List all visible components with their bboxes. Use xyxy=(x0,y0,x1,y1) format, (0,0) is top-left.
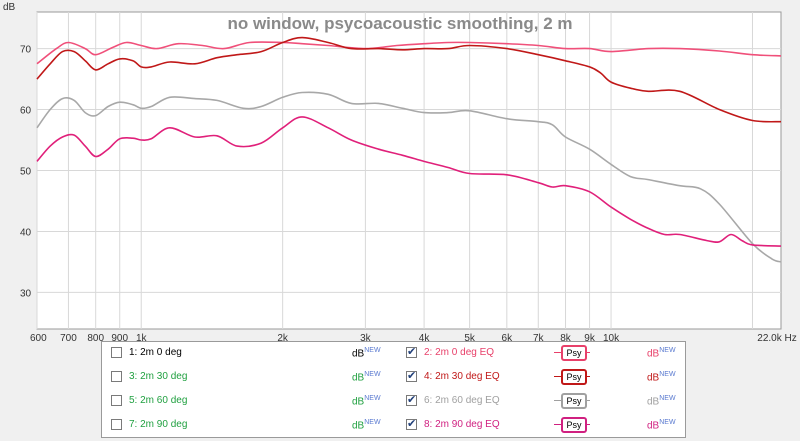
x-tick-label: 5k xyxy=(464,333,476,341)
frequency-response-chart: 600 700 800 900 1k 2k 3k 4k 5k 6k 7k 8k 9k 10k 22,0k H… xyxy=(3,2,797,341)
db-offset-button[interactable]: dBNEW xyxy=(647,395,676,408)
y-tick-label: 40 xyxy=(20,227,32,238)
legend-row: 7: 2m 90 deg dBNEW 8: 2m 90 deg EQ Psy dBNEW xyxy=(102,414,685,438)
y-tick-label: 30 xyxy=(20,288,32,299)
measurement-checkbox[interactable] xyxy=(111,371,122,382)
x-tick-label: 8k xyxy=(560,333,572,341)
x-tick-label: 600 xyxy=(30,333,47,341)
x-tick-label: 900 xyxy=(111,333,128,341)
measurement-checkbox[interactable] xyxy=(111,347,122,358)
db-offset-button[interactable]: dBNEW xyxy=(352,395,381,408)
x-tick-label: 700 xyxy=(60,333,77,341)
psy-smoothing-toggle[interactable]: Psy xyxy=(554,417,590,433)
db-offset-button[interactable]: dBNEW xyxy=(352,419,381,432)
x-tick-label: 1k xyxy=(136,333,148,341)
x-tick-label: 800 xyxy=(87,333,104,341)
measurement-label: 7: 2m 90 deg xyxy=(129,419,188,430)
legend-row: 5: 2m 60 deg dBNEW 6: 2m 60 deg EQ Psy dBNEW xyxy=(102,390,685,414)
series-line xyxy=(36,36,782,123)
measurement-checkbox[interactable] xyxy=(406,345,417,358)
measurement-label: 2: 2m 0 deg EQ xyxy=(424,347,495,358)
y-tick-label: 50 xyxy=(20,167,32,178)
x-tick-label: 2k xyxy=(277,333,289,341)
psy-smoothing-toggle[interactable]: Psy xyxy=(554,345,590,361)
measurement-label: 6: 2m 60 deg EQ xyxy=(424,395,500,406)
measurement-label: 8: 2m 90 deg EQ xyxy=(424,419,500,430)
measurement-checkbox[interactable] xyxy=(111,395,122,406)
axis-ticks: 600 700 800 900 1k 2k 3k 4k 5k 6k 7k 8k 9k 10k 22,0k H… xyxy=(20,45,797,341)
x-tick-label: 3k xyxy=(360,333,372,341)
chart-title: no window, psycoacoustic smoothing, 2 m xyxy=(227,14,572,33)
y-tick-label: 70 xyxy=(20,45,32,56)
series-line xyxy=(36,116,782,247)
measurement-checkbox[interactable] xyxy=(406,369,417,382)
psy-smoothing-toggle[interactable]: Psy xyxy=(554,393,590,409)
db-offset-button[interactable]: dBNEW xyxy=(647,347,676,360)
measurement-checkbox[interactable] xyxy=(406,393,417,406)
db-offset-button[interactable]: dBNEW xyxy=(647,419,676,432)
measurement-checkbox[interactable] xyxy=(111,419,122,430)
psy-smoothing-toggle[interactable]: Psy xyxy=(554,369,590,385)
x-tick-label: 6k xyxy=(502,333,514,341)
db-offset-button[interactable]: dBNEW xyxy=(647,371,676,384)
series-line xyxy=(36,41,782,65)
x-tick-label: 10k xyxy=(603,333,620,341)
measurement-label: 4: 2m 30 deg EQ xyxy=(424,371,500,382)
x-tick-label: 22,0k Hz xyxy=(757,333,796,341)
legend-row: 3: 2m 30 deg dBNEW 4: 2m 30 deg EQ Psy dBNEW xyxy=(102,366,685,390)
measurement-label: 3: 2m 30 deg xyxy=(129,371,188,382)
series-lines xyxy=(36,36,782,263)
measurement-label: 5: 2m 60 deg xyxy=(129,395,188,406)
x-tick-label: 7k xyxy=(533,333,545,341)
y-axis-label: dB xyxy=(3,2,16,13)
db-offset-button[interactable]: dBNEW xyxy=(352,347,381,360)
y-tick-label: 60 xyxy=(20,106,32,117)
series-line xyxy=(36,91,782,263)
legend-panel: 1: 2m 0 degdBNEW2: 2m 0 deg EQPsydBNEW3:… xyxy=(101,341,686,438)
x-tick-label: 9k xyxy=(584,333,596,341)
measurement-checkbox[interactable] xyxy=(406,417,417,430)
db-offset-button[interactable]: dBNEW xyxy=(352,371,381,384)
legend-row: 1: 2m 0 deg dBNEW 2: 2m 0 deg EQ Psy dBNEW xyxy=(102,342,685,366)
x-tick-label: 4k xyxy=(419,333,431,341)
measurement-label: 1: 2m 0 deg xyxy=(129,347,182,358)
